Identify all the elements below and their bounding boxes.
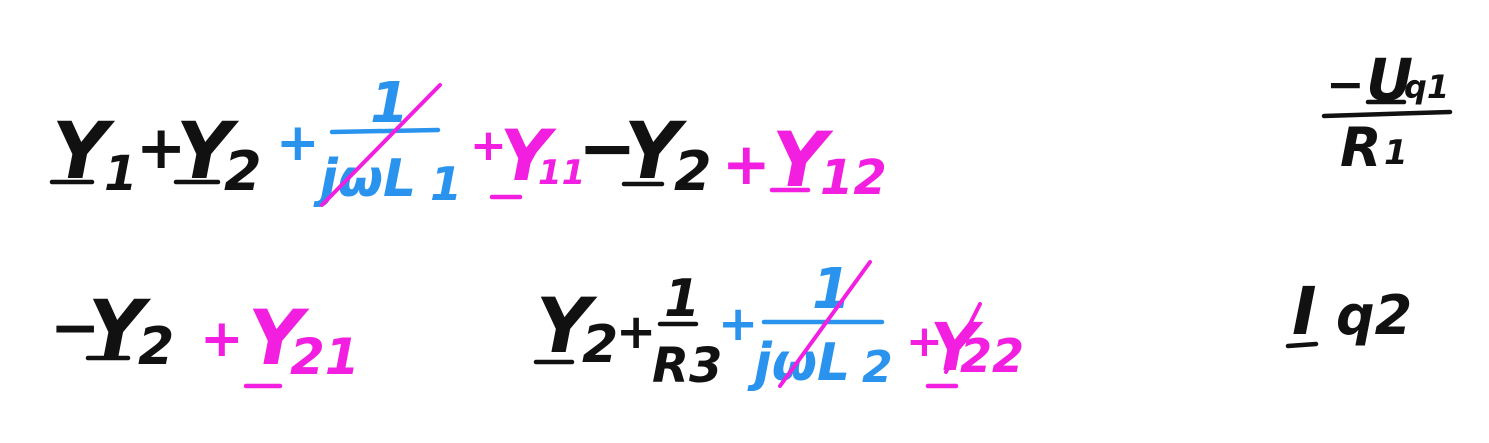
rhs1-numerator-sign: − bbox=[1326, 57, 1365, 111]
fraction-denominator-subscript: 1 bbox=[430, 157, 462, 211]
rhs1-fraction: − U q1 R 1 bbox=[1321, 46, 1453, 179]
row2-y2-subscript: 2 bbox=[138, 317, 174, 377]
row2-plus-magenta-1: + bbox=[200, 309, 244, 369]
row2-equation: − Y 2 + Y 21 Y 2 + 1 R3 + 1 jωL 2 + Y 22 bbox=[50, 257, 1024, 394]
row2-plus-sign: + bbox=[616, 304, 656, 360]
row2-plus-magenta-2: + bbox=[906, 316, 943, 367]
y21-subscript: 21 bbox=[290, 328, 360, 386]
cancel-strike-1 bbox=[320, 83, 442, 207]
minus-sign: − bbox=[578, 107, 637, 189]
plus-sign-blue: + bbox=[276, 113, 320, 173]
rhs1-fraction-bar bbox=[1321, 109, 1453, 119]
cancel-strike-2 bbox=[778, 260, 872, 388]
r3-fraction-denominator: R3 bbox=[652, 338, 722, 394]
rhs1-denominator-subscript: 1 bbox=[1384, 133, 1408, 173]
y2b-subscript: 2 bbox=[674, 140, 712, 203]
row2-y2b-symbol: Y bbox=[536, 281, 598, 370]
y11-subscript: 11 bbox=[538, 153, 585, 193]
y2-subscript: 2 bbox=[224, 140, 262, 203]
y1-subscript: 1 bbox=[104, 146, 137, 202]
rhs2-main: I bbox=[1292, 273, 1317, 350]
y21-symbol: Y bbox=[248, 293, 310, 382]
cancel-strike-y22 bbox=[944, 302, 982, 374]
y12-subscript: 12 bbox=[820, 150, 887, 206]
row1-equation: Y 1 + Y 2 + 1 jωL 1 + Y 11 − Y 2 + Y 12 bbox=[49, 71, 887, 211]
rhs2-underline bbox=[1285, 341, 1319, 349]
y22-subscript: 22 bbox=[960, 329, 1024, 383]
rhs1-denominator-main: R bbox=[1340, 116, 1382, 179]
y11-symbol: Y bbox=[500, 115, 557, 197]
plus-sign-magenta-2: + bbox=[722, 130, 771, 198]
plus-sign-1: + bbox=[136, 113, 186, 183]
rhs1-numerator-subscript: q1 bbox=[1404, 68, 1449, 106]
rhs2-term: I q2 bbox=[1285, 273, 1412, 350]
fraction-bar bbox=[329, 127, 441, 135]
row2-y2b-subscript: 2 bbox=[582, 315, 618, 375]
row2-fraction-numerator: 1 bbox=[812, 257, 851, 322]
r3-fraction-numerator: 1 bbox=[664, 269, 700, 329]
row2-plus-blue: + bbox=[718, 296, 758, 352]
plus-sign-magenta-1: + bbox=[470, 120, 507, 171]
cancel-strike-y11 bbox=[518, 140, 542, 180]
row2-fraction-denominator-subscript: 2 bbox=[862, 342, 893, 393]
row2-minus-sign: − bbox=[50, 293, 100, 363]
fraction-numerator: 1 bbox=[370, 71, 409, 136]
rhs2-subscript: q2 bbox=[1336, 284, 1412, 347]
